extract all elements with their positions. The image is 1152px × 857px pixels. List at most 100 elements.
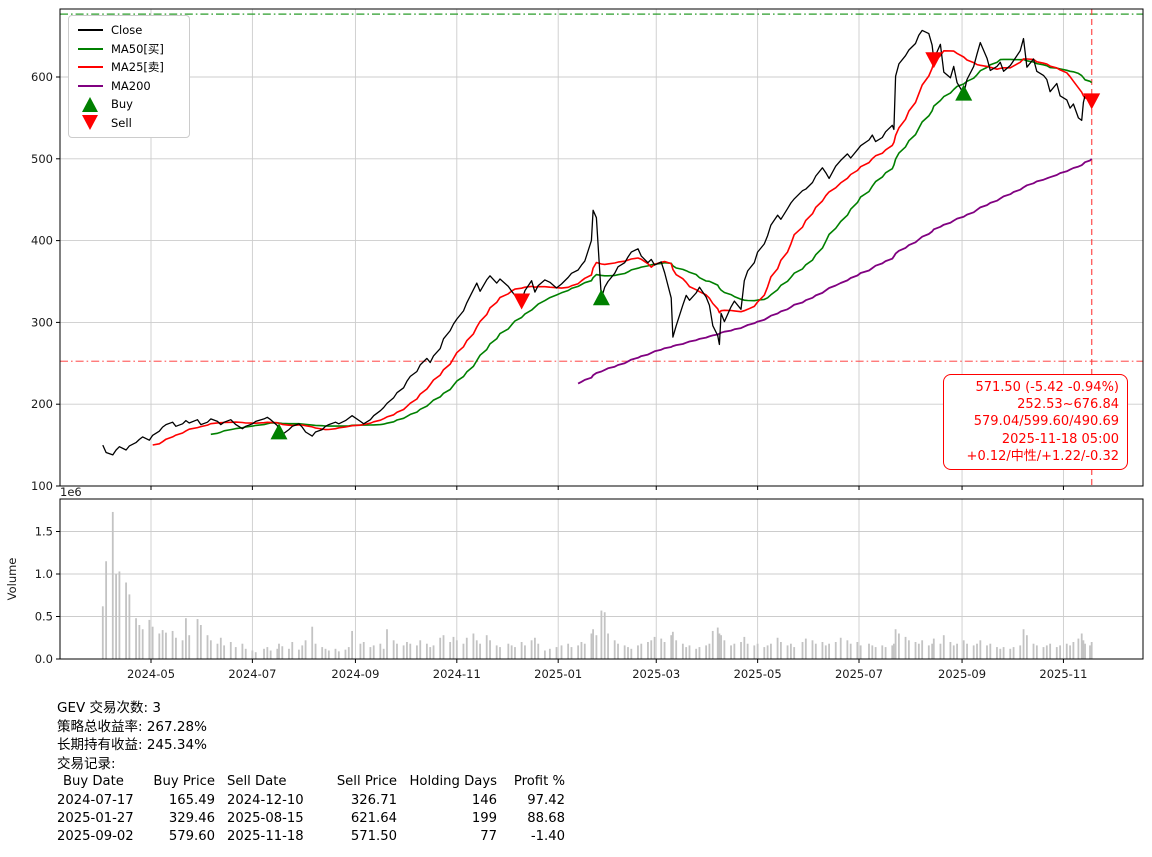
volume-bar xyxy=(753,645,756,659)
volume-bar xyxy=(409,643,412,659)
volume-bar xyxy=(276,648,279,659)
tick-label: 2025-09 xyxy=(938,667,986,681)
volume-bar xyxy=(834,642,837,659)
volume-bar xyxy=(489,640,491,659)
volume-bar xyxy=(904,636,907,659)
volume-bar xyxy=(839,637,842,659)
volume-bar xyxy=(439,637,442,659)
volume-bar xyxy=(351,630,354,659)
volume-bar xyxy=(462,643,465,659)
volume-bar xyxy=(321,647,324,659)
tick-label: 1e6 xyxy=(60,485,82,499)
volume-bar xyxy=(663,642,666,659)
cell: 329.46 xyxy=(168,810,215,826)
volume-bar xyxy=(555,647,558,659)
volume-bar xyxy=(746,643,749,659)
tick-label: 2024-09 xyxy=(331,667,379,681)
volume-bar xyxy=(386,629,388,659)
volume-bar xyxy=(1042,647,1045,659)
volume-bar xyxy=(640,643,643,659)
volume-bar xyxy=(766,645,769,659)
volume-bar xyxy=(999,648,1002,659)
volume-bar xyxy=(1084,643,1086,659)
cell: 146 xyxy=(471,792,497,808)
tick-label: 0.0 xyxy=(35,652,53,666)
volume-bar xyxy=(942,635,945,659)
legend-item-ma200: MA200 xyxy=(77,77,181,96)
volume-bar xyxy=(670,635,673,659)
volume-bar xyxy=(369,647,372,659)
volume-bar xyxy=(756,643,759,659)
volume-bar xyxy=(763,647,766,659)
volume-bar xyxy=(347,647,350,659)
volume-bar xyxy=(600,610,603,659)
volume-bar xyxy=(560,645,563,659)
volume-bar xyxy=(278,643,280,659)
annotation-range: 252.53~676.84 xyxy=(1017,397,1119,413)
volume-bar xyxy=(1055,647,1058,659)
volume-bar xyxy=(288,648,290,659)
volume-bar xyxy=(185,618,187,659)
cell: 199 xyxy=(471,810,497,826)
trade-log-title: 交易记录: xyxy=(57,755,116,772)
stock-chart: 100 200 300 400 500 600 0.0 0.5 1.0 1.5 2024-05 202… xyxy=(5,8,1144,681)
volume-bar xyxy=(917,643,920,659)
volume-bar xyxy=(188,635,191,659)
cell: 571.50 xyxy=(350,828,397,844)
volume-bar xyxy=(881,645,884,659)
volume-bar xyxy=(165,632,167,659)
volume-bar xyxy=(932,638,935,659)
volume-bar xyxy=(705,645,708,659)
volume-bar xyxy=(595,635,598,659)
col-buy-price: Buy Price xyxy=(153,774,215,790)
volume-bar xyxy=(637,645,639,659)
volume-bar xyxy=(138,625,141,659)
volume-bar xyxy=(914,642,917,659)
legend-item-close: Close xyxy=(77,21,181,40)
volume-bar xyxy=(956,643,958,659)
volume-bar xyxy=(846,640,849,659)
volume-bar xyxy=(1059,645,1062,659)
cell: 2025-01-27 xyxy=(57,810,134,826)
volume-bar xyxy=(1002,647,1005,659)
volume-bar xyxy=(567,643,570,659)
tick-label: 300 xyxy=(31,315,53,329)
volume-bar xyxy=(708,643,711,659)
col-sell-price: Sell Price xyxy=(336,774,397,790)
volume-bar xyxy=(495,645,498,659)
volume-bar xyxy=(291,642,294,659)
volume-bar xyxy=(281,646,284,659)
volume-bar xyxy=(653,636,656,659)
tick-label: 2024-11 xyxy=(433,667,481,681)
annotation-mas: 579.04/599.60/490.69 xyxy=(973,414,1119,430)
tick-label: 2025-01 xyxy=(534,667,582,681)
volume-bar xyxy=(337,651,340,659)
legend-item-buy: Buy xyxy=(77,95,181,114)
volume-bar xyxy=(1009,648,1012,659)
volume-bar xyxy=(793,647,796,659)
volume-bar xyxy=(650,640,653,659)
volume-bar xyxy=(379,643,382,659)
volume-bar xyxy=(161,630,164,659)
volume-bar xyxy=(801,642,804,659)
tick-label: 2025-05 xyxy=(734,667,782,681)
volume-bar xyxy=(698,647,701,659)
volume-bar xyxy=(630,648,633,659)
volume-bar xyxy=(105,561,108,659)
volume-bar xyxy=(241,643,244,659)
volume-bar xyxy=(406,642,408,659)
volume-bar xyxy=(419,640,422,659)
volume-bar xyxy=(148,619,151,659)
volume-bar xyxy=(432,645,435,659)
tick-label: 400 xyxy=(31,234,53,248)
volume-bar xyxy=(821,642,824,659)
volume-bar xyxy=(111,511,114,659)
volume-bar xyxy=(720,635,722,659)
volume-bar xyxy=(868,643,870,659)
legend-label: MA50[买] xyxy=(111,41,164,56)
volume-bar xyxy=(269,650,272,659)
volume-bar xyxy=(334,648,337,659)
annotation-datetime: 2025-11-18 05:00 xyxy=(1001,431,1119,447)
volume-bar xyxy=(158,633,161,659)
